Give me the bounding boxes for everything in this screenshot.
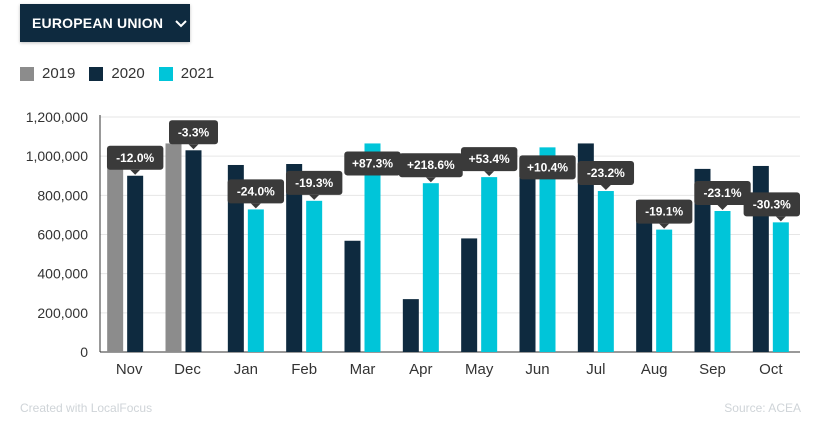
change-label: -30.3% [753,197,791,211]
change-label-box [577,161,635,186]
bar-2019-dec[interactable] [165,143,182,352]
change-label: +218.6% [407,158,455,172]
legend-label-2020: 2020 [111,65,145,82]
bar-2019-nov[interactable] [107,150,124,352]
bar-2021-jan[interactable] [247,209,264,352]
y-tick-label: 800,000 [37,187,88,203]
bar-2021-feb[interactable] [306,200,323,352]
footer-credit[interactable]: Created with LocalFocus [20,401,153,415]
change-label-box [519,155,576,180]
legend: 2019 2020 2021 [20,65,214,82]
change-label-box [460,147,518,172]
x-tick-label: Oct [759,361,783,378]
bar-2021-sep[interactable] [714,211,731,352]
bar-2020-sep[interactable] [694,168,711,352]
legend-item-2020[interactable]: 2020 [89,65,145,82]
bar-2020-mar[interactable] [344,240,361,352]
bar-2020-jun[interactable] [519,164,536,352]
legend-item-2019[interactable]: 2019 [20,65,75,82]
x-tick-label: May [465,361,494,378]
legend-swatch-2021 [158,66,173,81]
change-label: -19.3% [295,176,333,190]
bar-2021-mar[interactable] [364,143,381,352]
change-label-box [169,120,218,145]
change-label: +53.4% [469,152,510,166]
bar-2021-jul[interactable] [597,191,614,352]
x-tick-label: Jan [234,361,258,378]
change-label-pointer [659,223,670,229]
bar-2020-dec[interactable] [185,150,202,352]
footer-source: Source: ACEA [724,401,801,415]
y-tick-label: 400,000 [37,266,88,282]
y-tick-label: 200,000 [37,305,88,321]
change-label: +10.4% [527,160,568,174]
legend-swatch-2019 [20,66,34,81]
change-label: -19.1% [645,205,683,219]
x-tick-label: Dec [174,361,201,378]
change-label: +87.3% [352,156,393,170]
change-label: -24.0% [237,184,275,198]
bar-2020-aug[interactable] [636,200,653,352]
chevron-down-icon [175,15,187,31]
x-tick-label: Sep [699,361,726,378]
legend-label-2019: 2019 [42,65,76,82]
change-label-pointer [309,194,320,200]
bar-2021-aug[interactable] [656,229,673,352]
change-label-box [285,170,343,195]
y-tick-label: 1,200,000 [26,109,88,125]
change-label-box [743,192,800,217]
y-tick-label: 0 [80,344,88,360]
change-label: -23.1% [703,186,741,200]
bar-2021-oct[interactable] [772,222,789,352]
change-label-pointer [250,203,261,209]
bar-2020-apr[interactable] [402,299,419,352]
bar-2020-may[interactable] [461,238,478,352]
legend-item-2021[interactable]: 2021 [158,65,215,82]
bar-2020-feb[interactable] [286,164,303,352]
x-tick-label: Jul [586,361,605,378]
change-label-pointer [600,185,611,191]
change-label-pointer [425,177,436,183]
bar-2021-jun[interactable] [539,147,556,352]
change-label-box [227,179,285,204]
change-label-box [398,153,463,178]
x-tick-label: Feb [291,361,317,378]
x-tick-label: Nov [116,361,143,378]
change-label-box [106,145,164,170]
region-label: EUROPEAN UNION [32,15,164,31]
legend-swatch-2020 [89,66,104,81]
change-label: -23.2% [587,166,625,180]
x-tick-label: Apr [409,361,432,378]
x-tick-label: Jun [525,361,549,378]
bar-2020-jan[interactable] [227,164,244,352]
change-label-box [635,199,693,224]
bar-2021-apr[interactable] [422,183,439,352]
change-label-pointer [484,171,495,177]
y-tick-label: 1,000,000 [26,148,88,164]
y-tick-label: 600,000 [37,227,88,243]
change-label: -3.3% [178,125,210,139]
x-tick-label: Aug [641,361,668,378]
change-label-pointer [775,216,786,222]
bar-2020-jul[interactable] [577,143,594,352]
bar-2020-nov[interactable] [127,175,144,352]
region-dropdown[interactable]: EUROPEAN UNION [20,4,190,42]
legend-label-2021: 2021 [180,65,215,82]
change-label-pointer [130,169,141,175]
change-label-pointer [717,205,728,210]
change-label-pointer [188,144,199,150]
change-label-box [694,181,751,205]
change-label: -12.0% [116,151,154,165]
x-tick-label: Mar [350,361,376,378]
change-label-box [344,151,401,176]
bar-2021-may[interactable] [481,177,498,352]
